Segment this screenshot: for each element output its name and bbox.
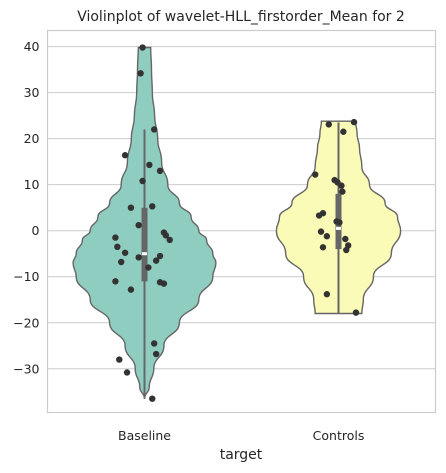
data-point	[162, 232, 170, 239]
violins	[72, 44, 402, 402]
median-marker	[336, 226, 341, 230]
data-point	[352, 309, 360, 316]
data-point	[123, 369, 131, 376]
y-tick-label: 0	[32, 223, 40, 238]
data-point	[323, 291, 331, 298]
y-tick-label: −30	[13, 361, 39, 376]
data-point	[114, 243, 121, 251]
data-point	[312, 171, 319, 178]
data-point	[116, 356, 123, 363]
y-tick-labels: −30 −20 −10 0 10 20 30 40	[13, 39, 39, 376]
data-point	[340, 128, 347, 135]
data-point	[315, 212, 323, 219]
y-tick-label: −10	[13, 269, 39, 284]
data-point	[127, 286, 135, 293]
data-point	[137, 70, 144, 77]
data-point	[151, 340, 158, 347]
data-point	[139, 177, 146, 185]
data-point	[145, 264, 152, 271]
data-point	[166, 236, 173, 244]
chart-title: Violinplot of wavelet-HLL_firstorder_Mea…	[77, 9, 405, 25]
data-point	[339, 188, 346, 195]
data-point	[323, 233, 331, 240]
data-point	[121, 152, 129, 159]
data-point	[325, 121, 332, 128]
violin-baseline	[72, 44, 217, 402]
data-point	[146, 161, 153, 169]
x-axis-label: target	[220, 447, 263, 463]
data-point	[152, 257, 160, 264]
data-point	[121, 249, 129, 256]
data-point	[112, 234, 119, 241]
data-point	[139, 44, 146, 51]
x-tick-label: Controls	[313, 428, 365, 443]
data-point	[149, 203, 156, 210]
y-tick-label: −20	[13, 315, 39, 330]
data-point	[343, 246, 350, 254]
x-tick-label: Baseline	[118, 428, 171, 443]
data-point	[135, 254, 142, 261]
data-point	[338, 182, 345, 189]
y-tick-label: 10	[24, 177, 40, 192]
plot-frame	[46, 29, 437, 414]
data-point	[127, 204, 135, 211]
data-point	[317, 228, 325, 235]
data-point	[118, 258, 125, 266]
data-point	[160, 280, 168, 287]
data-point	[156, 252, 164, 260]
data-point	[342, 235, 349, 243]
median-marker	[142, 252, 147, 256]
y-tick-label: 30	[24, 85, 40, 100]
data-point	[149, 395, 156, 402]
data-point	[350, 118, 358, 126]
violin-controls	[275, 118, 402, 316]
y-tick-label: 40	[24, 39, 40, 54]
data-point	[112, 278, 119, 285]
x-tick-labels: Baseline Controls	[118, 428, 364, 443]
data-point	[151, 126, 158, 133]
data-point	[319, 244, 327, 251]
y-tick-label: 20	[24, 131, 40, 146]
data-point	[135, 221, 142, 229]
data-point	[156, 167, 164, 175]
data-point	[152, 350, 160, 358]
data-point	[336, 219, 343, 226]
